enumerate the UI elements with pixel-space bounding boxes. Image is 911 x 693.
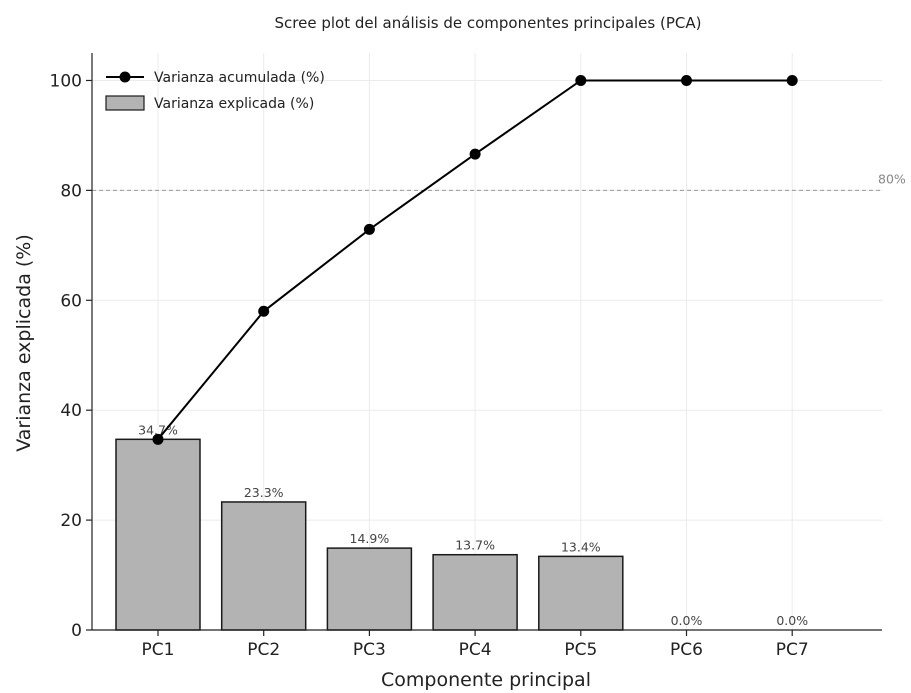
axes	[91, 53, 882, 631]
x-tick-labels: PC1 PC2 PC3 PC4 PC5 PC6 PC7	[142, 630, 809, 660]
y-tick-label: 60	[60, 291, 82, 311]
bar-pc3	[326, 547, 413, 631]
cumulative-line	[152, 74, 798, 445]
x-tick-label-pc3: PC3	[353, 640, 386, 660]
cumulative-point-pc5	[575, 74, 587, 86]
threshold-label: 80%	[878, 171, 906, 186]
bar-pc1	[115, 438, 201, 631]
cumulative-point-pc1	[152, 433, 164, 445]
y-tick-label: 0	[71, 621, 82, 641]
legend-label-explained: Varianza explicada (%)	[154, 96, 314, 112]
bars	[115, 438, 624, 631]
bar-pc2	[220, 501, 307, 631]
cumulative-point-pc2	[258, 305, 270, 317]
bar-label-pc6: 0.0%	[671, 613, 703, 628]
y-tick-label: 100	[50, 71, 82, 91]
x-tick-label-pc5: PC5	[564, 640, 597, 660]
legend-bar-swatch	[105, 95, 145, 111]
x-tick-label-pc7: PC7	[776, 640, 809, 660]
y-tick-label: 40	[60, 401, 82, 421]
x-axis-title: Componente principal	[381, 669, 591, 691]
cumulative-point-pc6	[681, 74, 692, 86]
bar-pc5	[538, 555, 624, 631]
bar-label-pc7: 0.0%	[776, 613, 808, 628]
y-axis-title: Varianza explicada (%)	[13, 234, 35, 452]
bar-label-pc2: 23.3%	[244, 485, 284, 500]
y-tick-label: 20	[60, 511, 82, 531]
x-tick-label-pc6: PC6	[670, 640, 703, 660]
x-tick-label-pc1: PC1	[142, 640, 175, 660]
y-tick-label: 80	[60, 181, 82, 201]
x-tick-label-pc4: PC4	[459, 640, 492, 660]
cumulative-point-pc4	[469, 148, 481, 160]
legend: Varianza acumulada (%) Varianza explicada…	[105, 70, 325, 112]
y-tick-labels: 0 20 40 60 80 100	[50, 71, 92, 641]
bar-label-pc3: 14.9%	[350, 531, 390, 546]
bar-labels: 34.7%23.3%14.9% 13.7% 13.4%0.0% 0.0%	[138, 422, 808, 628]
cumulative-point-pc3	[363, 223, 375, 235]
bar-label-pc5: 13.4%	[561, 539, 601, 554]
bar-label-pc4: 13.7%	[455, 538, 495, 553]
legend-marker-swatch	[119, 71, 131, 83]
bar-pc4	[432, 553, 518, 631]
chart-title: Scree plot del análisis de componentes p…	[275, 14, 702, 32]
cumulative-point-pc7	[786, 74, 798, 86]
legend-label-cumulative: Varianza acumulada (%)	[154, 70, 325, 86]
threshold-line: 80%	[92, 171, 906, 191]
x-tick-label-pc2: PC2	[247, 640, 280, 660]
